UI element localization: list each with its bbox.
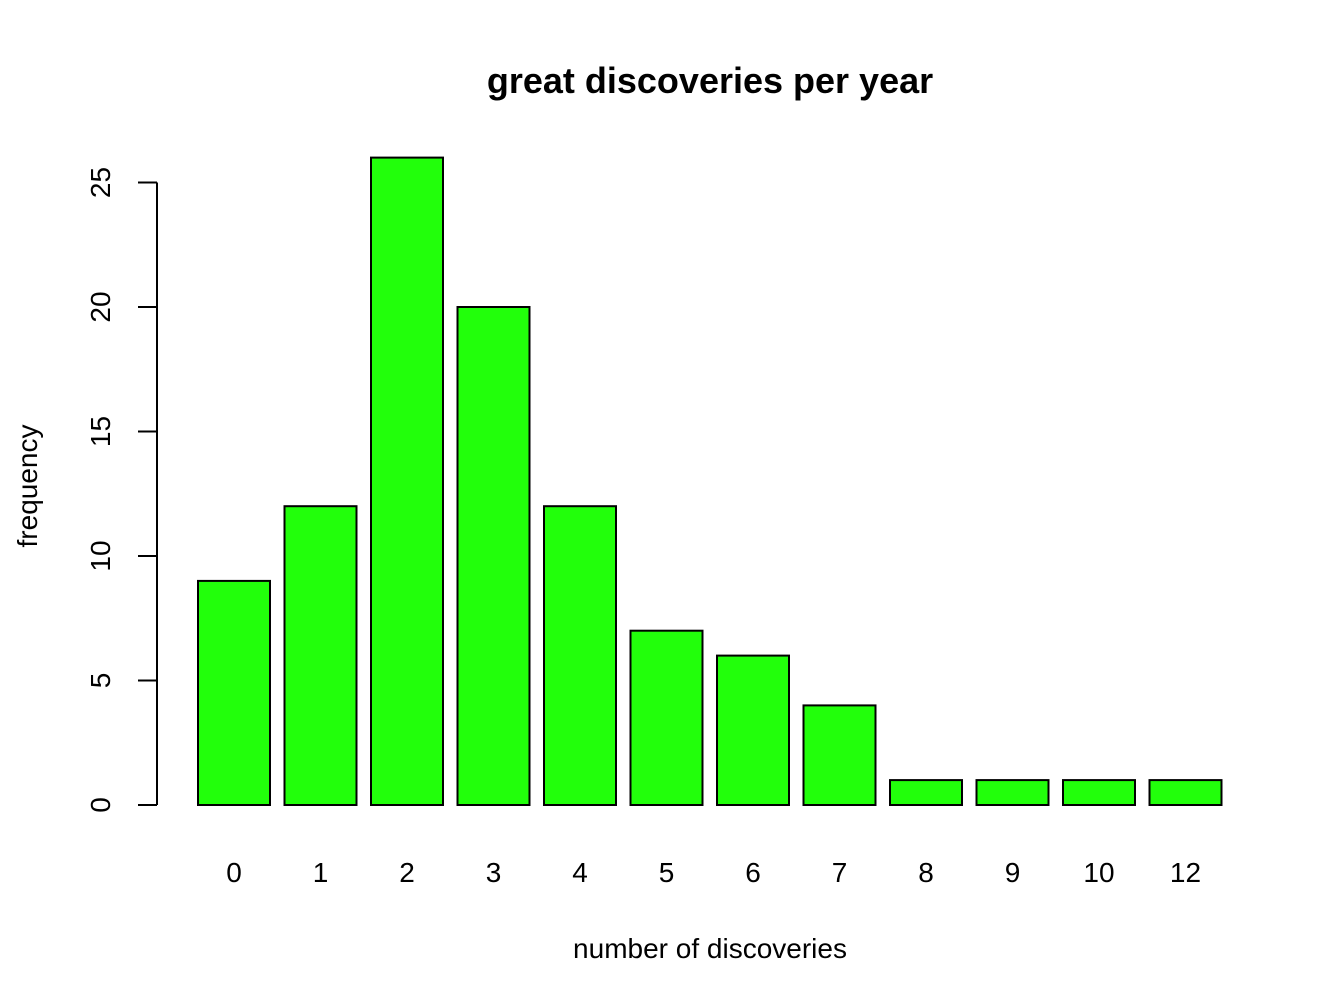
- bars-group: [197, 156, 1223, 807]
- bar-12: [1148, 779, 1223, 806]
- x-tick-label-1: 1: [313, 857, 329, 888]
- chart-title: great discoveries per year: [487, 60, 933, 101]
- x-tick-label-6: 6: [745, 857, 761, 888]
- y-tick-label-10: 10: [85, 540, 116, 571]
- x-tick-label-8: 8: [918, 857, 934, 888]
- x-tick-label-5: 5: [659, 857, 675, 888]
- bar-9: [975, 779, 1050, 806]
- x-tick-label-0: 0: [226, 857, 242, 888]
- y-tick-label-25: 25: [85, 167, 116, 198]
- y-tick-label-0: 0: [85, 797, 116, 813]
- bar-0: [197, 579, 271, 807]
- bar-10: [1062, 779, 1136, 806]
- y-axis: 0 5 10 15 20 25: [85, 167, 158, 813]
- bar-4: [543, 505, 617, 806]
- bar-2: [370, 156, 444, 807]
- x-axis-tick-labels: 0 1 2 3 4 5 6 7 8 9 10 12: [226, 857, 1201, 888]
- y-tick-label-5: 5: [85, 673, 116, 689]
- bar-5: [629, 629, 704, 807]
- x-axis-title: number of discoveries: [573, 933, 847, 964]
- bar-1: [283, 505, 358, 806]
- y-tick-label-15: 15: [85, 416, 116, 447]
- bar-6: [716, 654, 790, 806]
- x-tick-label-2: 2: [399, 857, 415, 888]
- x-tick-label-4: 4: [572, 857, 588, 888]
- bar-7: [802, 704, 877, 807]
- x-tick-label-3: 3: [486, 857, 502, 888]
- y-tick-label-20: 20: [85, 291, 116, 322]
- x-tick-label-10: 10: [1083, 857, 1114, 888]
- x-tick-label-12: 12: [1170, 857, 1201, 888]
- x-tick-label-9: 9: [1005, 857, 1021, 888]
- bar-8: [889, 779, 963, 806]
- y-axis-title: frequency: [12, 425, 43, 548]
- x-tick-label-7: 7: [832, 857, 848, 888]
- bar-3: [456, 306, 531, 806]
